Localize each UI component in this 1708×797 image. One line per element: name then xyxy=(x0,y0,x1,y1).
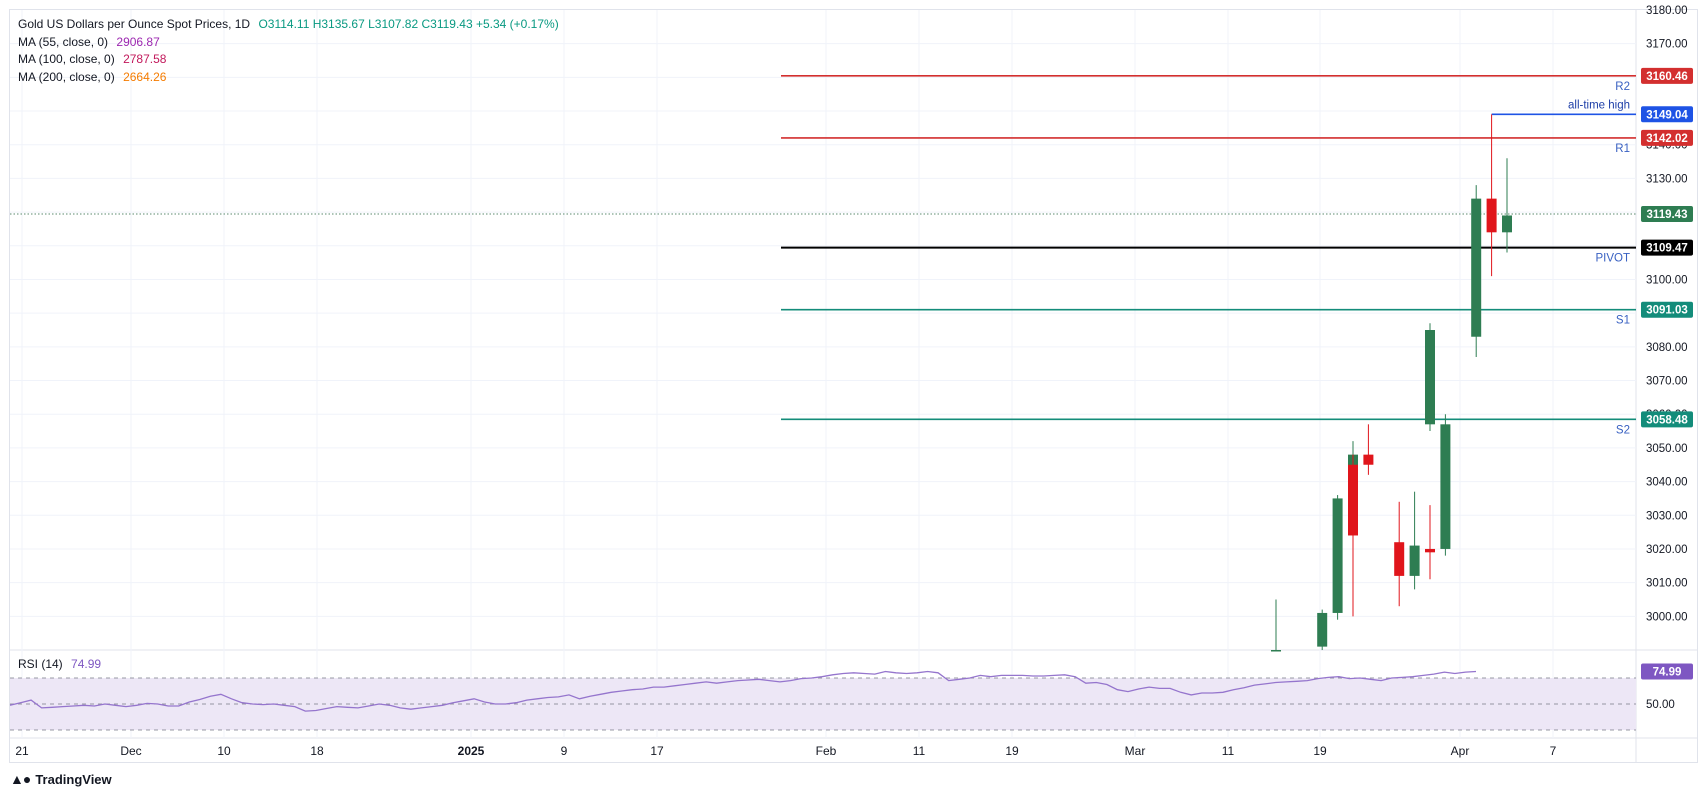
time-tick-label: 21 xyxy=(15,744,29,758)
last-price-tag xyxy=(1641,206,1693,223)
ma100-value: 2787.58 xyxy=(123,52,167,66)
price-tick-label: 3100.00 xyxy=(1646,274,1688,286)
rsi-value-tag xyxy=(1641,663,1693,680)
ma55-value: 2906.87 xyxy=(116,34,160,49)
level-price-label: 3091.03 xyxy=(1646,305,1688,317)
time-tick-label: Feb xyxy=(816,744,837,758)
time-tick-label: Mar xyxy=(1125,744,1146,758)
rsi-label: RSI (14) xyxy=(18,657,63,671)
ma200-value: 2664.26 xyxy=(123,69,167,84)
level-price-tag xyxy=(1641,301,1693,318)
level-price-label: 3058.48 xyxy=(1646,414,1688,426)
level-price-label: 3109.47 xyxy=(1646,243,1688,255)
candle-body xyxy=(1425,548,1435,553)
time-tick-label: 17 xyxy=(650,744,664,758)
price-tick-label: 3070.00 xyxy=(1646,376,1688,388)
price-tick-label: 3080.00 xyxy=(1646,342,1688,354)
level-price-tag xyxy=(1641,239,1693,256)
price-tick-label: 3000.00 xyxy=(1646,611,1688,623)
candle-body xyxy=(1317,612,1328,647)
candle-body xyxy=(1502,215,1512,233)
chart-frame xyxy=(9,9,1698,763)
level-name-s1: S1 xyxy=(1616,315,1630,327)
time-tick-label: Apr xyxy=(1451,744,1470,758)
level-price-tag xyxy=(1641,411,1693,428)
candle-body xyxy=(1271,650,1281,652)
price-tick-label: 3170.00 xyxy=(1646,39,1688,51)
candle-body xyxy=(1409,545,1420,576)
level-price-label: 3142.02 xyxy=(1646,133,1688,145)
rsi-value: 74.99 xyxy=(71,657,102,671)
last-price-label: 3119.43 xyxy=(1647,209,1688,221)
level-name-pivot: PIVOT xyxy=(1595,253,1630,265)
level-name-s2: S2 xyxy=(1616,424,1630,436)
tradingview-logo[interactable]: ▲● TradingView xyxy=(10,771,112,787)
price-tick-label: 3050.00 xyxy=(1646,443,1688,455)
legend-ma55-row[interactable]: MA (55, close, 0) 2906.87 xyxy=(18,34,564,52)
time-tick-label: 11 xyxy=(913,744,926,758)
candle-body xyxy=(1425,330,1435,425)
level-price-label: 3160.46 xyxy=(1646,71,1688,83)
time-tick-label: 10 xyxy=(217,744,231,758)
legend-ma100-row[interactable]: MA (100, close, 0) 2787.58 xyxy=(18,51,564,69)
legend-price-row: Gold US Dollars per Ounce Spot Prices, 1… xyxy=(18,16,564,34)
time-tick-label: 2025 xyxy=(458,744,485,758)
legend-ma200-row[interactable]: MA (200, close, 0) 2664.26 xyxy=(18,69,564,87)
tradingview-logo-text: TradingView xyxy=(35,771,112,787)
price-tick-label: 3010.00 xyxy=(1646,578,1688,590)
time-tick-label: 11 xyxy=(1222,744,1235,758)
tradingview-logo-icon: ▲● xyxy=(10,771,31,787)
candle-body xyxy=(1332,498,1343,613)
chart-legend: Gold US Dollars per Ounce Spot Prices, 1… xyxy=(18,16,564,86)
price-tick-label: 3040.00 xyxy=(1646,477,1688,489)
ma100-label: MA (100, close, 0) xyxy=(18,52,115,66)
candle-body xyxy=(1440,424,1451,549)
price-tick-label: 3030.00 xyxy=(1646,510,1688,522)
level-name-r2: R2 xyxy=(1615,81,1630,93)
candle-body xyxy=(1348,464,1358,536)
level-name-all-time-high: all-time high xyxy=(1568,99,1630,111)
level-price-tag xyxy=(1641,129,1693,146)
price-tick-label: 3180.00 xyxy=(1646,5,1688,17)
rsi-legend[interactable]: RSI (14) 74.99 xyxy=(18,657,106,671)
time-tick-label: 9 xyxy=(561,744,568,758)
ma55-label: MA (55, close, 0) xyxy=(18,34,109,49)
level-price-tag xyxy=(1641,106,1693,123)
candle-body xyxy=(1486,198,1497,233)
rsi-line xyxy=(9,670,1477,712)
time-tick-label: 19 xyxy=(1005,744,1019,758)
level-name-r1: R1 xyxy=(1615,143,1630,155)
time-tick-label: 19 xyxy=(1313,744,1327,758)
price-tick-label: 3020.00 xyxy=(1646,544,1688,556)
time-tick-label: 18 xyxy=(310,744,324,758)
ma200-label: MA (200, close, 0) xyxy=(18,69,115,84)
symbol-title[interactable]: Gold US Dollars per Ounce Spot Prices, 1… xyxy=(18,17,251,31)
time-tick-label: 7 xyxy=(1550,744,1557,758)
rsi-value-label: 74.99 xyxy=(1653,667,1682,679)
rsi-tick-label: 50.00 xyxy=(1646,699,1675,711)
price-tick-label: 3130.00 xyxy=(1646,173,1688,185)
time-tick-label: Dec xyxy=(120,744,141,758)
level-price-tag xyxy=(1641,67,1693,84)
ohlc-values: O3114.11 H3135.67 L3107.82 C3119.43 +5.3… xyxy=(258,17,559,31)
candle-body xyxy=(1363,454,1374,465)
level-price-label: 3149.04 xyxy=(1646,109,1688,121)
candle-body xyxy=(1394,542,1405,576)
candle-body xyxy=(1471,198,1482,337)
